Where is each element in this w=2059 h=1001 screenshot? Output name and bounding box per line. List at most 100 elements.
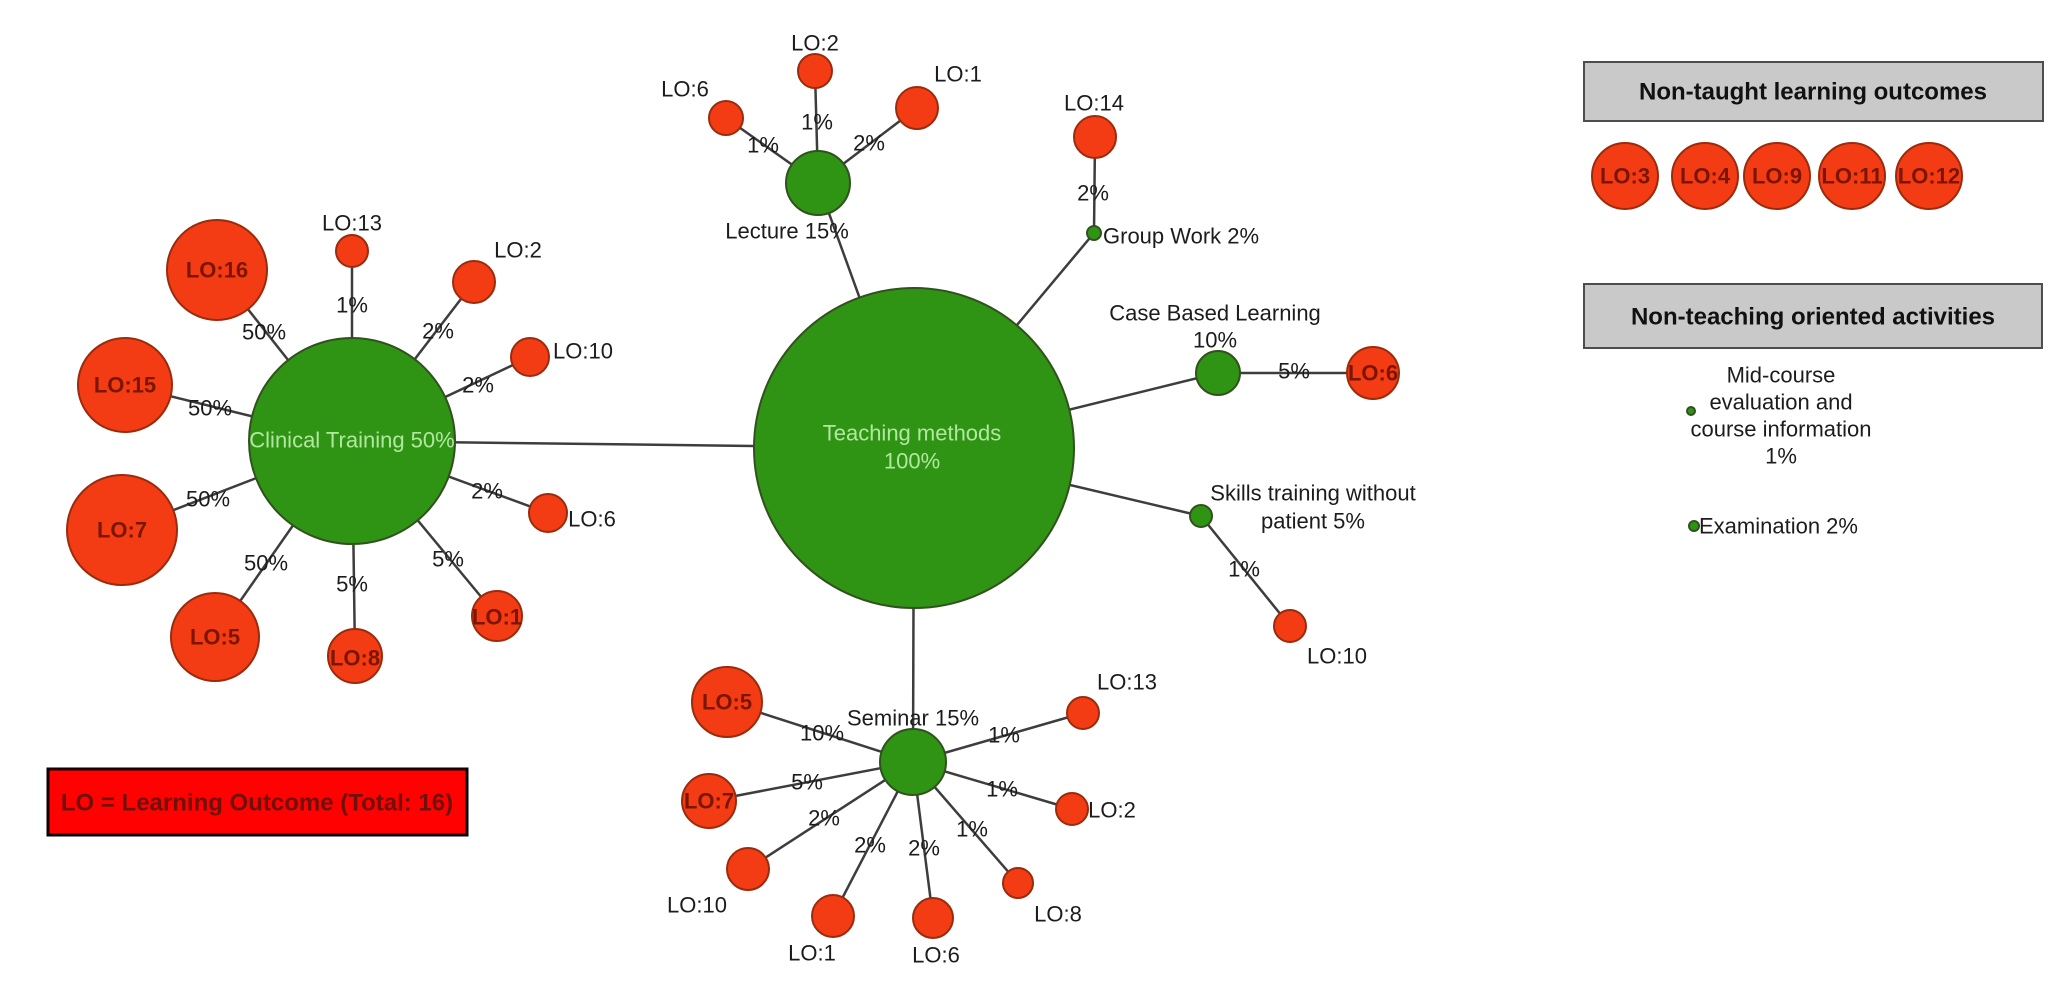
mid-course-line1: Mid-course xyxy=(1727,363,1836,388)
label-clinical-lo16: LO:16 xyxy=(186,258,248,283)
leaf-clinical-lo16 xyxy=(166,219,268,321)
edge-skills-lo10 xyxy=(1200,515,1291,627)
label-seminar: Seminar 15% xyxy=(847,706,979,731)
edge-groupwork-lo14-label: 2% xyxy=(1077,181,1109,206)
edge-seminar-lo8-label: 1% xyxy=(956,817,988,842)
hub-group-work xyxy=(1086,225,1102,241)
label-teaching-methods-line2: 100% xyxy=(884,449,940,474)
edge-clinical-lo6-label: 2% xyxy=(471,479,503,504)
edge-clinical-lo2-label: 2% xyxy=(422,319,454,344)
label-nontaught-lo3: LO:3 xyxy=(1600,164,1650,189)
label-group-work: Group Work 2% xyxy=(1103,224,1259,249)
edge-clinical-lo13-label: 1% xyxy=(336,293,368,318)
non-taught-header-box xyxy=(1583,61,2044,122)
leaf-seminar-lo1 xyxy=(811,894,855,938)
leaf-nontaught-lo4 xyxy=(1671,142,1739,210)
label-clinical-lo2: LO:2 xyxy=(494,238,542,263)
edge-seminar-lo1-label: 2% xyxy=(854,833,886,858)
dot-mid-course xyxy=(1686,406,1696,416)
label-nontaught-lo9: LO:9 xyxy=(1752,164,1802,189)
label-clinical-lo8: LO:8 xyxy=(330,646,380,671)
label-seminar-lo8: LO:8 xyxy=(1034,902,1082,927)
edge-seminar-lo2-label: 1% xyxy=(986,777,1018,802)
label-skills-line1: Skills training without xyxy=(1210,481,1415,506)
mid-course-line4: 1% xyxy=(1765,444,1797,469)
label-cbl-line2: 10% xyxy=(1193,328,1237,353)
label-nontaught-lo4: LO:4 xyxy=(1680,164,1731,189)
label-nontaught-lo12: LO:12 xyxy=(1898,164,1960,189)
label-skills-lo10: LO:10 xyxy=(1307,644,1367,669)
label-cbl-line1: Case Based Learning xyxy=(1109,301,1321,326)
leaf-clinical-lo7 xyxy=(66,474,178,586)
edge-seminar-lo13-label: 1% xyxy=(988,723,1020,748)
non-teaching-header-box xyxy=(1583,283,2043,349)
label-clinical-lo10: LO:10 xyxy=(553,339,613,364)
leaf-clinical-lo13 xyxy=(335,234,369,268)
leaf-clinical-lo8 xyxy=(327,628,383,684)
non-teaching-header-title: Non-teaching oriented activities xyxy=(1631,304,1995,331)
leaf-groupwork-lo14 xyxy=(1073,115,1117,159)
leaf-lecture-lo2 xyxy=(797,53,833,89)
edge-clinical-lo8-label: 5% xyxy=(336,572,368,597)
label-lecture: Lecture 15% xyxy=(725,219,849,244)
edge-skills-lo10-label: 1% xyxy=(1228,557,1260,582)
label-seminar-lo1: LO:1 xyxy=(788,941,836,966)
edge-clinical-lo7-label: 50% xyxy=(186,487,230,512)
leaf-clinical-lo5 xyxy=(170,592,260,682)
leaf-clinical-lo2 xyxy=(452,260,496,304)
leaf-lecture-lo1 xyxy=(895,86,939,130)
edge-seminar-lo6-label: 2% xyxy=(908,836,940,861)
label-seminar-lo13: LO:13 xyxy=(1097,670,1157,695)
edge-lecture-lo1-label: 2% xyxy=(853,131,885,156)
edge-clinical-lo16-label: 50% xyxy=(242,320,286,345)
leaf-seminar-lo7 xyxy=(681,773,737,829)
leaf-seminar-lo2 xyxy=(1055,792,1089,826)
leaf-seminar-lo5 xyxy=(691,666,763,738)
mid-course-line2: evaluation and xyxy=(1709,390,1852,415)
hub-case-based-learning xyxy=(1195,350,1241,396)
mid-course-line3: course information xyxy=(1691,417,1872,442)
label-nontaught-lo11: LO:11 xyxy=(1821,164,1882,189)
leaf-clinical-lo1 xyxy=(471,590,523,642)
label-lecture-lo6: LO:6 xyxy=(661,77,709,102)
leaf-seminar-lo8 xyxy=(1002,867,1034,899)
label-seminar-lo10: LO:10 xyxy=(667,893,727,918)
leaf-cbl-lo6 xyxy=(1346,346,1400,400)
label-cbl-lo6: LO:6 xyxy=(1348,361,1398,386)
lo-legend-text: LO = Learning Outcome (Total: 16) xyxy=(61,790,453,817)
edge-seminar-lo7 xyxy=(708,760,914,803)
leaf-seminar-lo13 xyxy=(1066,696,1100,730)
hub-skills-training xyxy=(1189,504,1213,528)
label-groupwork-lo14: LO:14 xyxy=(1064,91,1124,116)
hub-lecture xyxy=(785,150,851,216)
label-clinical-lo5: LO:5 xyxy=(190,625,240,650)
edge-clinical-lo1-label: 5% xyxy=(432,547,464,572)
label-clinical-lo13: LO:13 xyxy=(322,211,382,236)
leaf-lecture-lo6 xyxy=(708,100,744,136)
leaf-clinical-lo6 xyxy=(528,493,568,533)
leaf-nontaught-lo3 xyxy=(1591,142,1659,210)
label-seminar-lo7: LO:7 xyxy=(684,789,734,814)
edge-lecture-lo2-label: 1% xyxy=(801,110,833,135)
label-lecture-lo2: LO:2 xyxy=(791,31,839,56)
leaf-seminar-lo6 xyxy=(912,897,954,939)
label-teaching-methods-line1: Teaching methods xyxy=(823,421,1002,446)
label-clinical-lo7: LO:7 xyxy=(97,518,147,543)
leaf-nontaught-lo11 xyxy=(1818,142,1886,210)
lo-legend-box xyxy=(46,767,469,837)
edge-clinical-lo5-label: 50% xyxy=(244,551,288,576)
label-skills-line2: patient 5% xyxy=(1261,509,1365,534)
edge-cbl-lo6-label: 5% xyxy=(1278,359,1310,384)
hub-seminar xyxy=(879,728,947,796)
examination-label: Examination 2% xyxy=(1699,514,1858,539)
leaf-skills-lo10 xyxy=(1273,609,1307,643)
hub-clinical-training xyxy=(248,337,456,545)
label-lecture-lo1: LO:1 xyxy=(934,62,982,87)
label-seminar-lo6: LO:6 xyxy=(912,943,960,968)
edge-seminar-lo7-label: 5% xyxy=(791,770,823,795)
label-seminar-lo5: LO:5 xyxy=(702,690,752,715)
leaf-nontaught-lo12 xyxy=(1895,142,1963,210)
label-clinical-lo15: LO:15 xyxy=(94,373,156,398)
